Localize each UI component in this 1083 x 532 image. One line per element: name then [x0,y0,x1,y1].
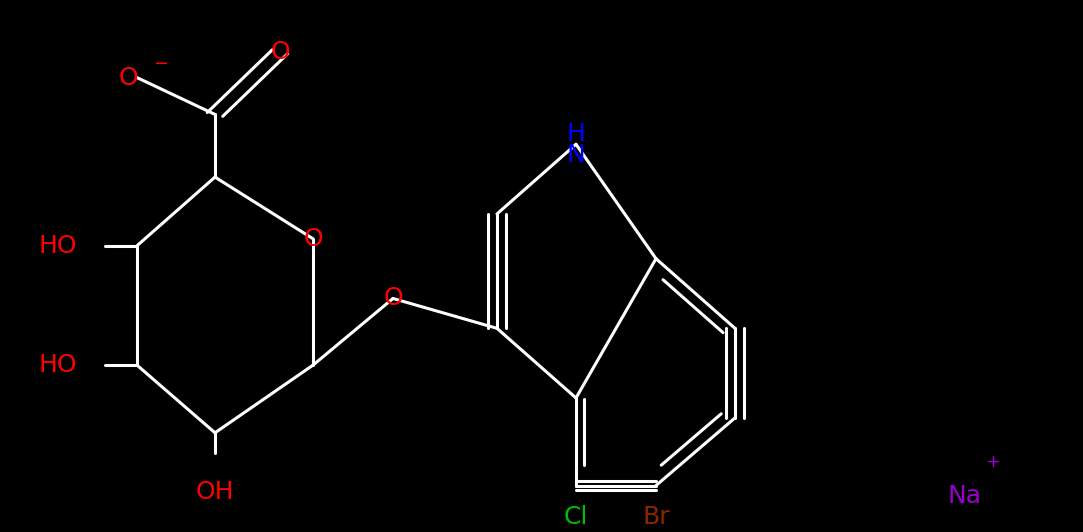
Text: O: O [118,65,139,89]
Text: O: O [270,40,290,64]
Text: OH: OH [196,480,234,504]
Text: O: O [383,286,403,311]
Text: −: − [154,55,168,73]
Text: H: H [566,122,586,146]
Text: Br: Br [642,505,669,529]
Text: +: + [986,453,1001,471]
Text: O: O [303,227,323,251]
Text: HO: HO [39,353,77,377]
Text: N: N [566,143,586,167]
Text: Na: Na [948,484,982,508]
Text: HO: HO [39,234,77,257]
Text: Cl: Cl [564,505,588,529]
